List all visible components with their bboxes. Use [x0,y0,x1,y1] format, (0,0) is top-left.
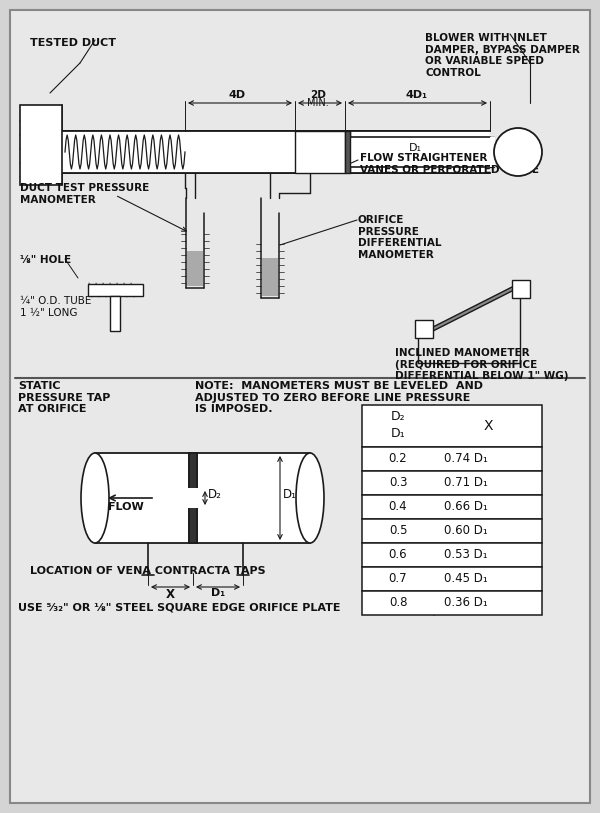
Bar [415,320,433,338]
Bar [295,131,345,173]
Text: INCLINED MANOMETER
(REQUIRED FOR ORIFICE
DIFFERENTIAL BELOW 1" WG): INCLINED MANOMETER (REQUIRED FOR ORIFICE… [395,348,569,381]
Bar [362,543,542,567]
Text: BLOWER WITH INLET
DAMPER, BYPASS DAMPER
OR VARIABLE SPEED
CONTROL: BLOWER WITH INLET DAMPER, BYPASS DAMPER … [425,33,580,78]
Bar [62,131,490,173]
Bar [187,251,203,286]
Bar [345,131,350,173]
Text: 0.45 D₁: 0.45 D₁ [444,572,488,585]
Bar [188,488,198,508]
Bar [262,258,278,296]
Text: 0.7: 0.7 [389,572,407,585]
Bar [362,471,542,495]
Text: STATIC
PRESSURE TAP
AT ORIFICE: STATIC PRESSURE TAP AT ORIFICE [18,381,110,414]
Text: ¼" O.D. TUBE
1 ½" LONG: ¼" O.D. TUBE 1 ½" LONG [20,296,91,318]
Text: 0.4: 0.4 [389,501,407,514]
Text: D₂: D₂ [391,410,406,423]
Bar [189,453,197,543]
Text: 0.2: 0.2 [389,453,407,466]
Ellipse shape [296,453,324,543]
Text: X: X [483,419,493,433]
Bar [20,105,62,185]
Text: USE ⁵⁄₃₂" OR ⅛" STEEL SQUARE EDGE ORIFICE PLATE: USE ⁵⁄₃₂" OR ⅛" STEEL SQUARE EDGE ORIFIC… [18,603,341,613]
Text: 0.71 D₁: 0.71 D₁ [444,476,488,489]
Text: 2D: 2D [310,90,326,100]
Text: DUCT TEST PRESSURE
MANOMETER: DUCT TEST PRESSURE MANOMETER [20,183,149,205]
Text: MIN.: MIN. [307,98,329,108]
Text: D₁: D₁ [283,488,297,501]
Bar [490,137,495,167]
Text: FLOW: FLOW [108,502,144,512]
Text: 0.5: 0.5 [389,524,407,537]
Bar [95,453,310,543]
Text: 0.66 D₁: 0.66 D₁ [444,501,488,514]
Text: 4D₁: 4D₁ [406,90,428,100]
Bar [362,591,542,615]
Text: FLOW STRAIGHTENER
VANES OR PERFORATED PLATE: FLOW STRAIGHTENER VANES OR PERFORATED PL… [360,153,539,175]
Text: ORIFICE
PRESSURE
DIFFERENTIAL
MANOMETER: ORIFICE PRESSURE DIFFERENTIAL MANOMETER [358,215,442,260]
Text: LOCATION OF VENA CONTRACTA TAPS: LOCATION OF VENA CONTRACTA TAPS [30,566,266,576]
Text: D₁: D₁ [211,588,225,598]
Bar [88,284,143,296]
Bar [362,405,542,447]
Text: D₁: D₁ [391,427,406,440]
Text: TESTED DUCT: TESTED DUCT [30,38,116,48]
Text: 0.60 D₁: 0.60 D₁ [444,524,488,537]
Bar [362,519,542,543]
Text: 0.3: 0.3 [389,476,407,489]
Bar [362,495,542,519]
Text: 0.53 D₁: 0.53 D₁ [444,549,488,562]
Bar [362,567,542,591]
Text: 0.36 D₁: 0.36 D₁ [444,597,488,610]
Bar [362,447,542,471]
Text: D₂: D₂ [208,489,222,502]
Bar [512,280,530,298]
Text: ⅛" HOLE: ⅛" HOLE [20,255,71,265]
Text: X: X [166,588,175,601]
Circle shape [494,128,542,176]
Text: 4D: 4D [229,90,245,100]
Text: 0.74 D₁: 0.74 D₁ [444,453,488,466]
Text: D₁: D₁ [409,143,421,153]
Text: NOTE:  MANOMETERS MUST BE LEVELED  AND
ADJUSTED TO ZERO BEFORE LINE PRESSURE
IS : NOTE: MANOMETERS MUST BE LEVELED AND ADJ… [195,381,483,414]
Text: 0.8: 0.8 [389,597,407,610]
Ellipse shape [81,453,109,543]
Text: 0.6: 0.6 [389,549,407,562]
Bar [110,296,120,331]
